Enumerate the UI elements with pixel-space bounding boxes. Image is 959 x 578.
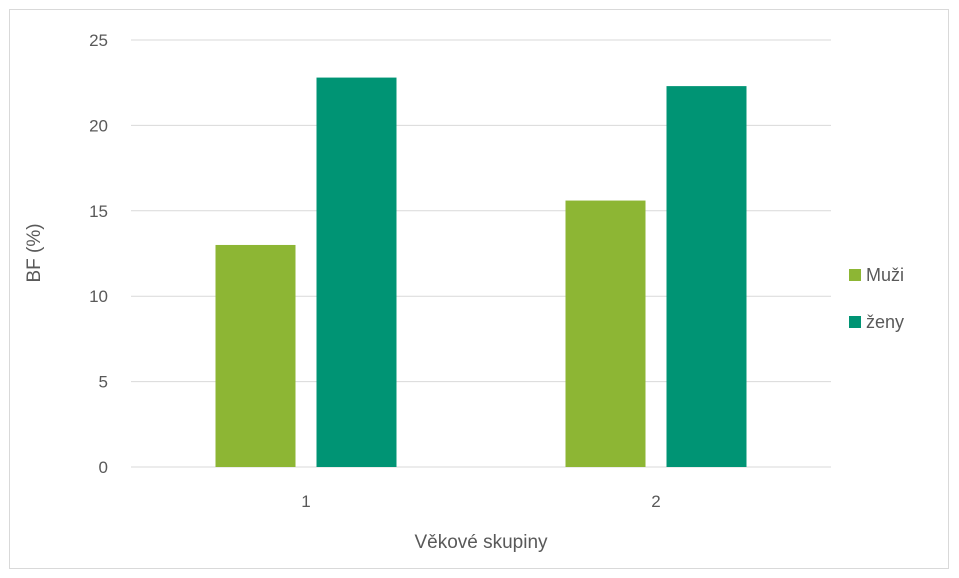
y-tick-label: 25 (89, 31, 108, 50)
y-tick-label: 5 (99, 373, 108, 392)
y-tick-label: 20 (89, 116, 108, 135)
legend-swatch-zeny (849, 316, 861, 328)
bar-muzi-2 (565, 200, 646, 467)
x-tick-label: 1 (301, 492, 310, 511)
bar-zeny-2 (666, 86, 747, 467)
legend: Muži ženy (849, 265, 904, 332)
y-tick-label: 15 (89, 202, 108, 221)
bar-muzi-1 (215, 244, 296, 467)
bar-zeny-1 (316, 77, 397, 468)
x-axis-title: Věkové skupiny (414, 532, 548, 553)
y-tick-label: 0 (99, 458, 108, 477)
x-tick-label: 2 (651, 492, 660, 511)
y-axis-title: BF (%) (24, 223, 45, 282)
y-axis-tick-labels: 0 5 10 15 20 25 (89, 31, 108, 477)
y-tick-label: 10 (89, 287, 108, 306)
bars (215, 77, 747, 468)
legend-label-zeny: ženy (866, 312, 904, 332)
legend-label-muzi: Muži (866, 265, 904, 285)
chart-frame (9, 9, 949, 569)
legend-swatch-muzi (849, 269, 861, 281)
